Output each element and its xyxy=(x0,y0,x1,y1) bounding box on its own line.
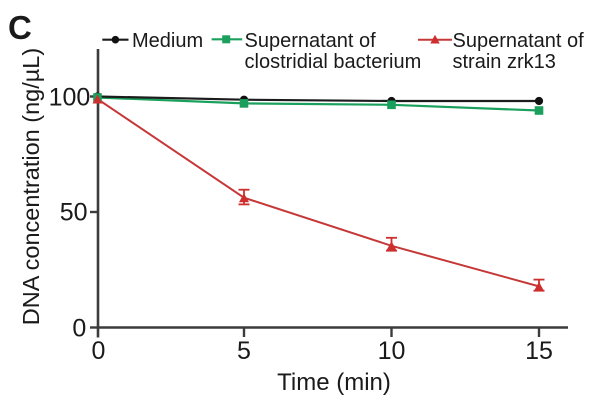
svg-text:DNA concentration (ng/µL): DNA concentration (ng/µL) xyxy=(18,48,44,325)
svg-text:Time (min): Time (min) xyxy=(277,369,391,396)
svg-text:Supernatant of: Supernatant of xyxy=(453,30,585,52)
svg-text:C: C xyxy=(8,9,32,46)
svg-text:strain zrk13: strain zrk13 xyxy=(453,51,556,73)
svg-text:clostridial bacterium: clostridial bacterium xyxy=(245,51,422,73)
svg-text:15: 15 xyxy=(525,337,553,365)
svg-text:0: 0 xyxy=(72,315,86,343)
svg-text:Medium: Medium xyxy=(132,30,203,52)
svg-text:10: 10 xyxy=(378,337,406,365)
svg-text:Supernatant of: Supernatant of xyxy=(245,30,377,52)
svg-text:5: 5 xyxy=(237,337,251,365)
svg-text:0: 0 xyxy=(92,337,106,365)
svg-text:100: 100 xyxy=(49,83,91,111)
svg-text:50: 50 xyxy=(60,199,88,227)
